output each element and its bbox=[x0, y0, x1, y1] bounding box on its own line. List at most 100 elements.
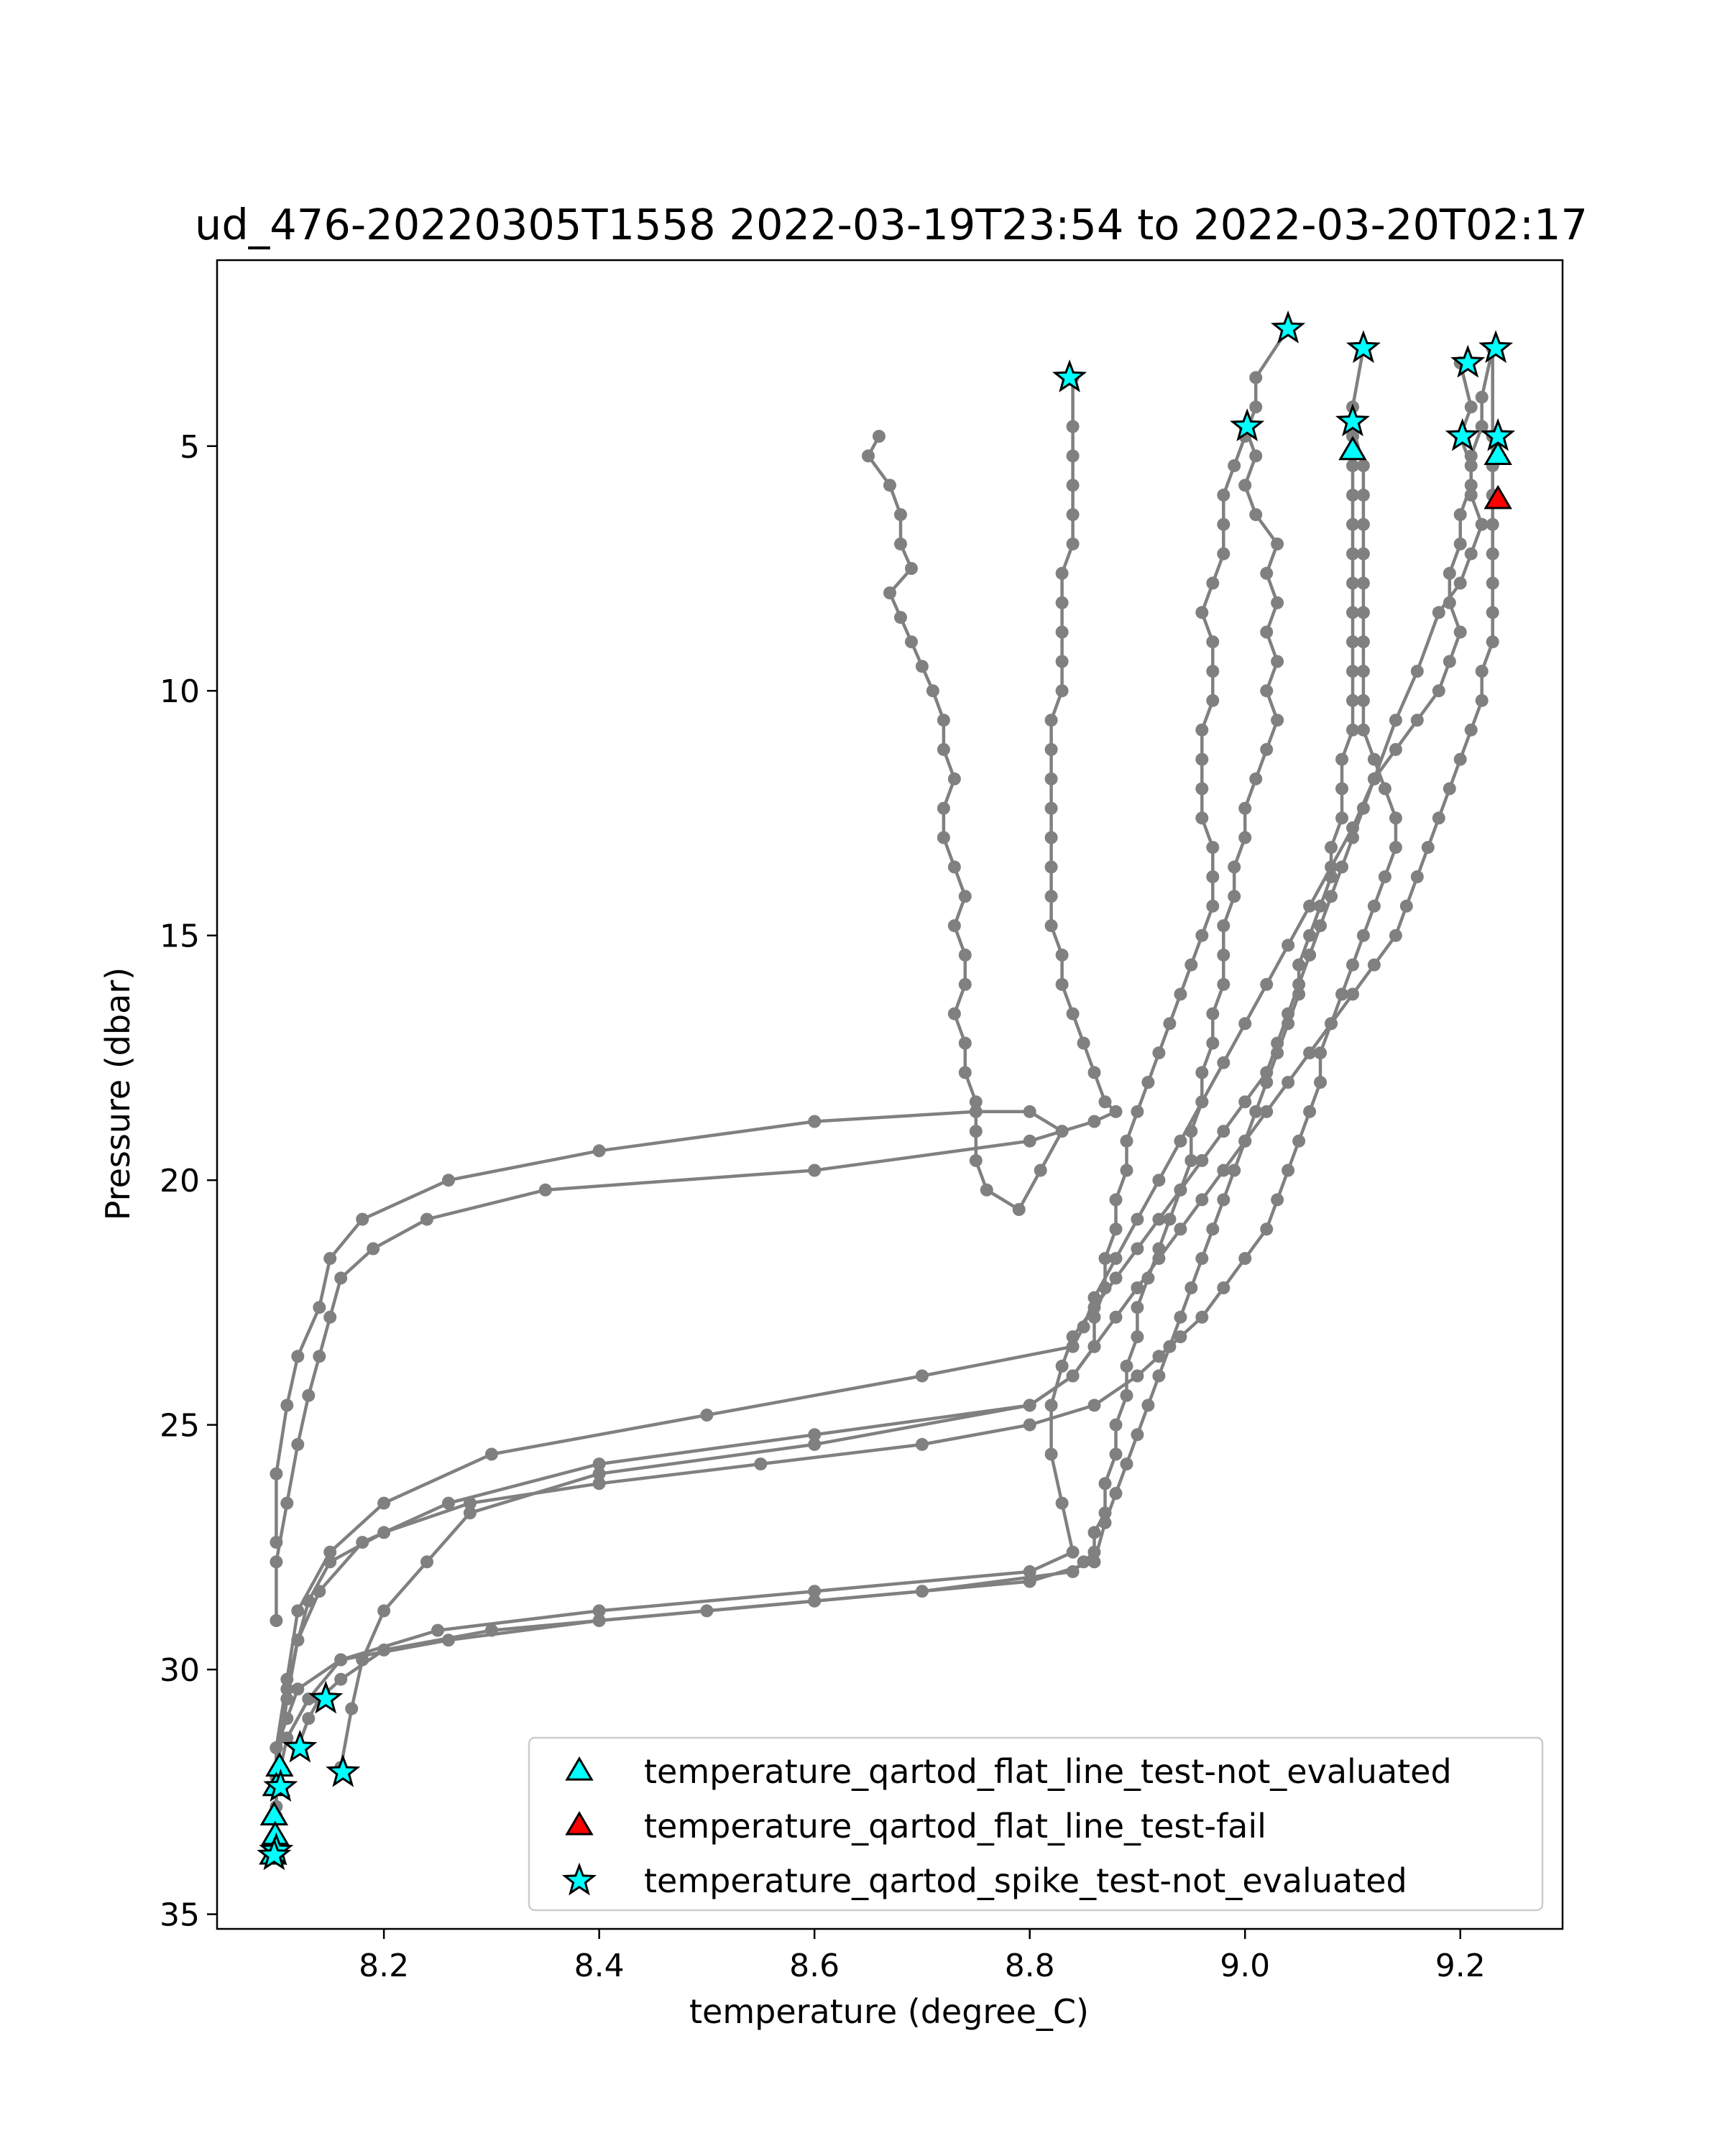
x-tick-label: 8.8 bbox=[1005, 1948, 1055, 1984]
profile-point bbox=[1163, 1212, 1177, 1226]
profile-point bbox=[377, 1604, 391, 1618]
profile-point bbox=[1346, 987, 1359, 1001]
profile-point bbox=[270, 1555, 283, 1569]
profile-point bbox=[1087, 1066, 1101, 1079]
profile-point bbox=[1356, 576, 1370, 590]
profile-point bbox=[1356, 547, 1370, 561]
profile-point bbox=[1389, 929, 1402, 942]
profile-point bbox=[1066, 1007, 1080, 1021]
profile-point bbox=[1109, 1271, 1123, 1285]
profile-point bbox=[1238, 1134, 1252, 1148]
profile-point bbox=[1367, 772, 1381, 786]
profile-point bbox=[894, 508, 907, 522]
profile-point bbox=[1346, 459, 1359, 472]
profile-point bbox=[302, 1388, 316, 1402]
profile-point bbox=[1325, 860, 1338, 874]
profile-point bbox=[1098, 1252, 1112, 1266]
profile-point bbox=[1044, 1399, 1058, 1412]
profile-point bbox=[334, 1271, 348, 1285]
profile-point bbox=[1260, 566, 1274, 580]
spike-flag-marker bbox=[1052, 359, 1087, 392]
profile-point bbox=[1228, 890, 1241, 903]
profile-point bbox=[1195, 929, 1209, 942]
profile-point bbox=[420, 1212, 433, 1226]
profile-point bbox=[592, 1604, 606, 1618]
profile-point bbox=[1453, 752, 1467, 766]
profile-point bbox=[323, 1252, 337, 1266]
profile-point bbox=[1367, 752, 1381, 766]
profile-point bbox=[291, 1350, 305, 1363]
profile-point bbox=[313, 1350, 326, 1363]
legend-marker bbox=[561, 1862, 597, 1896]
profile-point bbox=[1356, 665, 1370, 678]
profile-point bbox=[1271, 596, 1284, 609]
profile-point bbox=[1410, 714, 1424, 727]
profile-point bbox=[592, 1457, 606, 1471]
profile-point bbox=[377, 1496, 391, 1510]
profile-point bbox=[1109, 1252, 1123, 1266]
profile-point bbox=[1044, 890, 1058, 903]
profile-point bbox=[883, 586, 896, 599]
profile-point bbox=[1066, 479, 1080, 492]
profile-point bbox=[1228, 459, 1241, 472]
profile-point bbox=[1217, 919, 1230, 933]
profile-point bbox=[1055, 1496, 1069, 1510]
spike-flag-marker bbox=[1335, 403, 1370, 437]
profile-point bbox=[1432, 684, 1445, 698]
profile-point bbox=[1217, 977, 1230, 991]
profile-point bbox=[1249, 449, 1263, 463]
profile-point bbox=[958, 948, 972, 962]
profile-point bbox=[1238, 1095, 1252, 1109]
profile-point bbox=[1109, 1193, 1123, 1207]
profile-point bbox=[1195, 752, 1209, 766]
x-tick-label: 8.2 bbox=[359, 1948, 409, 1984]
y-tick-label: 35 bbox=[160, 1897, 200, 1934]
profile-point bbox=[1475, 390, 1489, 404]
profile-point bbox=[1109, 1418, 1123, 1432]
profile-point bbox=[1260, 1105, 1274, 1118]
profile-point bbox=[1238, 831, 1252, 844]
profile-point bbox=[808, 1428, 822, 1442]
profile-point bbox=[1174, 987, 1187, 1001]
profile-point bbox=[937, 714, 950, 727]
profile-point bbox=[1260, 684, 1274, 698]
profile-point bbox=[1044, 772, 1058, 786]
profile-point bbox=[1271, 1193, 1284, 1207]
profile-point bbox=[1389, 811, 1402, 825]
profile-point bbox=[1055, 566, 1069, 580]
profile-point bbox=[1378, 782, 1392, 796]
profile-point bbox=[1206, 1036, 1220, 1050]
profile-point bbox=[270, 1467, 283, 1480]
profile-point bbox=[1464, 723, 1478, 737]
profile-point bbox=[1238, 1252, 1252, 1266]
profile-point bbox=[1282, 1164, 1295, 1177]
profile-point bbox=[700, 1409, 714, 1422]
profile-point bbox=[1260, 625, 1274, 639]
profile-point bbox=[442, 1174, 455, 1187]
profile-point bbox=[1389, 742, 1402, 756]
profile-point bbox=[1195, 1153, 1209, 1167]
profile-point bbox=[1206, 870, 1220, 883]
profile-point bbox=[1292, 977, 1306, 991]
profile-point bbox=[958, 1036, 972, 1050]
profile-point bbox=[915, 1437, 929, 1451]
profile-point bbox=[808, 1585, 822, 1598]
profile-point bbox=[1087, 1291, 1101, 1304]
profile-point bbox=[356, 1212, 369, 1226]
profile-point bbox=[808, 1164, 822, 1177]
profile-point bbox=[1055, 1359, 1069, 1373]
profile-point bbox=[323, 1545, 337, 1559]
profile-point bbox=[1098, 1516, 1112, 1529]
profile-point bbox=[1228, 860, 1241, 874]
profile-point bbox=[1152, 1350, 1166, 1363]
profile-point bbox=[1206, 1007, 1220, 1021]
profile-point bbox=[1346, 517, 1359, 531]
x-tick-label: 8.6 bbox=[789, 1948, 840, 1984]
profile-point bbox=[1282, 1076, 1295, 1089]
profile-point bbox=[463, 1506, 477, 1520]
profile-point bbox=[1044, 860, 1058, 874]
profile-point bbox=[1486, 606, 1499, 619]
profile-point bbox=[1282, 939, 1295, 952]
profile-point bbox=[1486, 517, 1499, 531]
